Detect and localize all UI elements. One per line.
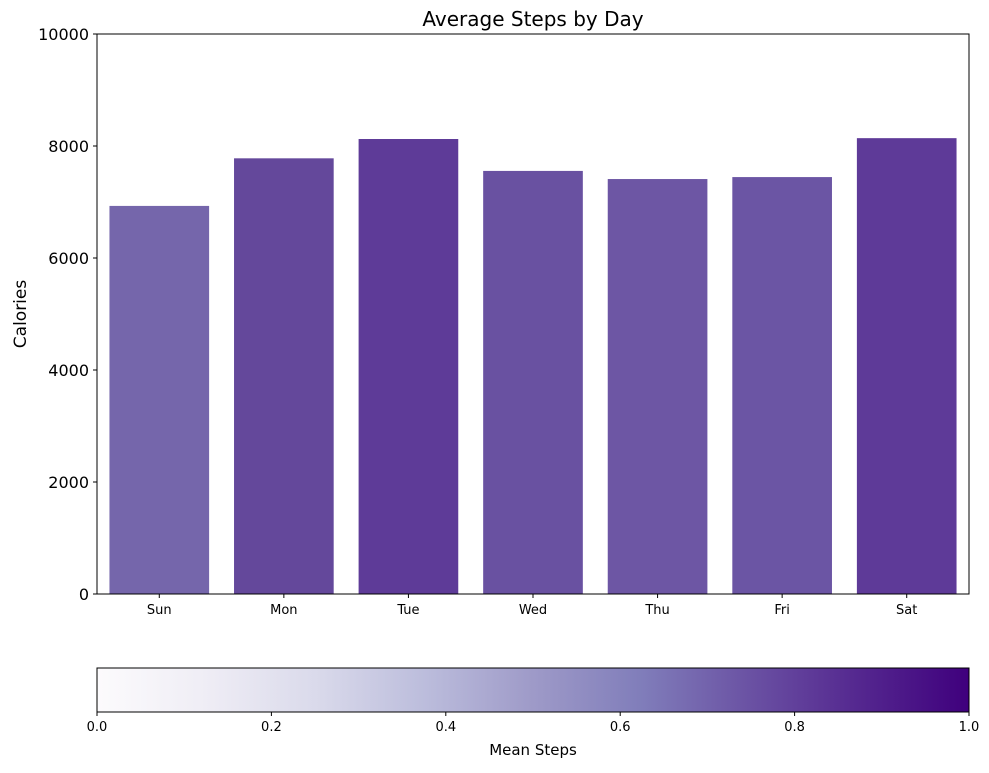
plot-area-frame (96, 33, 970, 595)
colorbar-tick-label: 0.6 (610, 720, 631, 735)
y-tick-label: 8000 (48, 137, 89, 156)
x-tick-label: Tue (396, 603, 419, 618)
x-tick-label: Wed (519, 603, 547, 618)
bar-sun (109, 205, 210, 595)
y-tick-label: 2000 (48, 473, 89, 492)
y-tick-label: 10000 (38, 25, 89, 44)
colorbar-label: Mean Steps (489, 741, 577, 759)
chart-title: Average Steps by Day (422, 7, 643, 31)
colorbar-tick-label: 0.8 (784, 720, 805, 735)
colorbar-ticks: 0.0 0.2 0.4 0.6 0.8 1.0 (87, 712, 980, 735)
colorbar (96, 667, 970, 713)
colorbar-tick-label: 1.0 (959, 720, 980, 735)
x-axis-ticks: Sun Mon Tue Wed Thu Fri Sat (147, 594, 917, 618)
bars-group (109, 138, 957, 595)
x-tick-label: Sun (147, 603, 172, 618)
y-tick-label: 0 (79, 585, 89, 604)
bar-fri (732, 177, 832, 594)
bar-mon (234, 158, 334, 594)
x-tick-label: Thu (644, 603, 669, 618)
y-tick-label: 6000 (48, 249, 89, 268)
bar-thu (607, 179, 708, 595)
x-tick-label: Sat (896, 603, 917, 618)
bar-tue (358, 139, 459, 594)
y-axis-label: Calories (11, 280, 31, 349)
y-axis-ticks: 0 2000 4000 6000 8000 10000 (38, 25, 97, 604)
colorbar-tick-label: 0.4 (435, 720, 456, 735)
bar-sat (856, 138, 957, 594)
colorbar-tick-label: 0.2 (261, 720, 282, 735)
colorbar-tick-label: 0.0 (87, 720, 108, 735)
y-tick-label: 4000 (48, 361, 89, 380)
bar-wed (483, 170, 583, 595)
x-tick-label: Fri (774, 603, 790, 618)
x-tick-label: Mon (270, 603, 297, 618)
